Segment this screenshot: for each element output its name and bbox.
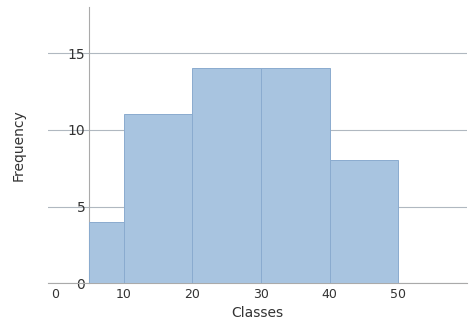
Bar [90,222,124,283]
X-axis label: Classes: Classes [232,306,284,320]
Bar [330,161,399,283]
Y-axis label: Frequency: Frequency [12,109,26,181]
Bar [261,68,330,283]
Bar [192,68,261,283]
Bar [124,114,192,283]
